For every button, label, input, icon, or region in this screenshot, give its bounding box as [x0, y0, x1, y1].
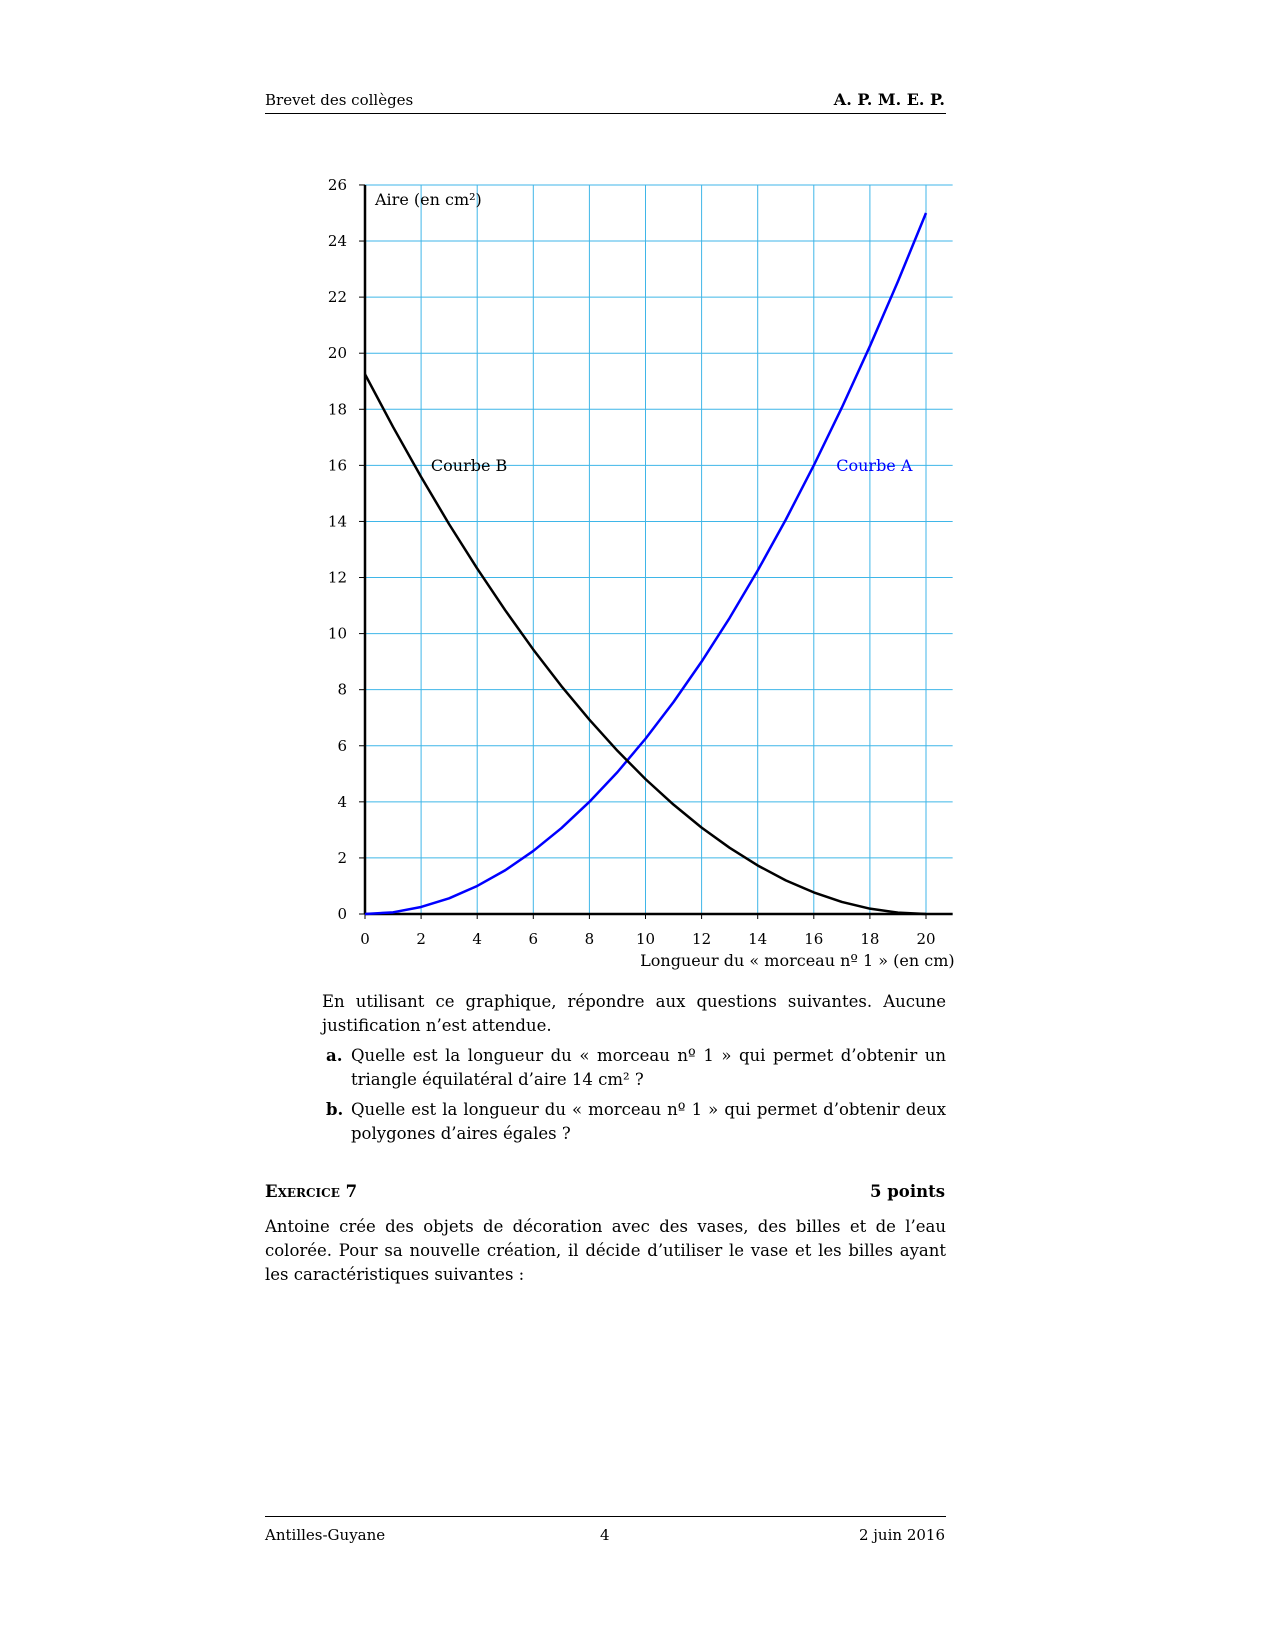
footer-rule: [265, 1516, 946, 1517]
y-tick-label: 8: [337, 681, 347, 699]
x-tick-label: 6: [529, 930, 539, 948]
series-line-courbe-b: [363, 373, 927, 916]
question-a-text: Quelle est la longueur du « morceau nº 1…: [351, 1046, 946, 1089]
footer-right: 2 juin 2016: [858, 1526, 945, 1544]
x-tick-label: 18: [860, 930, 879, 948]
series-label: Courbe A: [836, 456, 913, 475]
y-tick-label: 2: [337, 849, 347, 867]
header-rule: [265, 113, 946, 114]
y-tick-label: 18: [328, 400, 347, 418]
x-axis-label: Longueur du « morceau nº 1 » (en cm): [640, 951, 954, 970]
y-tick-label: 4: [337, 793, 347, 811]
header-left: Brevet des collèges: [265, 91, 414, 109]
series-line-courbe-a: [364, 212, 928, 916]
y-axis-label: Aire (en cm²): [374, 190, 482, 209]
x-tick-label: 2: [416, 930, 426, 948]
exercise-title: Exercice 7: [265, 1182, 358, 1201]
question-a-label: a.: [326, 1046, 343, 1065]
header-right: A. P. M. E. P.: [833, 90, 945, 109]
x-tick-label: 4: [472, 930, 482, 948]
series-label: Courbe B: [431, 456, 507, 475]
exercise-body: Antoine crée des objets de décoration av…: [265, 1217, 946, 1284]
y-tick-label: 22: [328, 288, 347, 306]
question-a: a. Quelle est la longueur du « morceau n…: [322, 1044, 946, 1092]
x-tick-label: 10: [636, 930, 655, 948]
question-b: b. Quelle est la longueur du « morceau n…: [322, 1098, 946, 1146]
intro-text: En utilisant ce graphique, répondre aux …: [322, 992, 946, 1035]
y-tick-label: 14: [328, 512, 347, 530]
footer-left: Antilles-Guyane: [265, 1526, 386, 1544]
x-tick-label: 12: [692, 930, 711, 948]
y-tick-label: 16: [328, 456, 347, 474]
exercise-points: 5 points: [870, 1182, 945, 1201]
x-tick-label: 20: [916, 930, 935, 948]
x-tick-label: 14: [748, 930, 767, 948]
y-tick-label: 24: [328, 232, 347, 250]
y-tick-label: 6: [337, 737, 347, 755]
y-tick-label: 10: [328, 625, 347, 643]
x-tick-label: 0: [360, 930, 370, 948]
page-number: 4: [600, 1526, 610, 1544]
x-tick-label: 8: [585, 930, 595, 948]
x-tick-label: 16: [804, 930, 823, 948]
y-tick-label: 0: [337, 905, 347, 923]
question-b-text: Quelle est la longueur du « morceau nº 1…: [351, 1100, 946, 1143]
y-tick-label: 26: [328, 176, 347, 194]
question-b-label: b.: [326, 1100, 344, 1119]
y-tick-label: 20: [328, 344, 347, 362]
y-tick-label: 12: [328, 569, 347, 587]
